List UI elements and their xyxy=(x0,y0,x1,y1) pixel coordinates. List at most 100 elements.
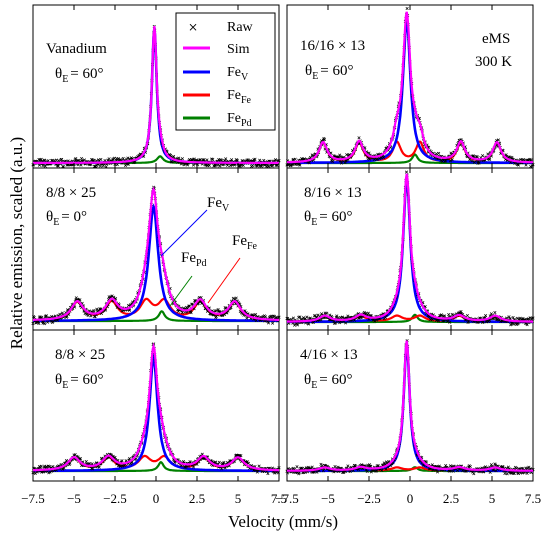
raw-point xyxy=(375,468,379,472)
raw-point xyxy=(312,470,317,474)
raw-point xyxy=(101,164,105,168)
raw-point xyxy=(277,159,281,163)
raw-point xyxy=(43,164,47,168)
raw-point xyxy=(50,314,54,319)
raw-point xyxy=(273,158,278,162)
raw-point xyxy=(293,157,297,161)
raw-point xyxy=(255,470,259,474)
raw-point xyxy=(180,311,184,315)
raw-point xyxy=(379,156,383,160)
callout-line-fe-pd xyxy=(169,275,193,307)
raw-point xyxy=(187,304,191,308)
panel-left-0 xyxy=(31,5,281,169)
raw-point xyxy=(239,454,243,458)
raw-point xyxy=(277,466,281,470)
raw-point xyxy=(276,471,280,475)
sim-curve xyxy=(32,342,279,472)
raw-point xyxy=(519,157,523,161)
panel-theta-16-16: θE = 60° xyxy=(305,63,354,82)
raw-point xyxy=(126,303,131,307)
panel-theta-4-16: θE = 60° xyxy=(304,372,353,391)
legend-fe-v-label: FeV xyxy=(227,65,249,83)
raw-point xyxy=(311,320,315,324)
raw-point xyxy=(472,160,476,164)
raw-point xyxy=(128,308,132,312)
raw-point xyxy=(99,157,103,161)
raw-point xyxy=(113,455,117,459)
raw-point xyxy=(382,155,386,159)
x-tick-label: −5 xyxy=(321,491,335,506)
x-tick-label: −2.5 xyxy=(357,491,381,506)
raw-point xyxy=(275,163,279,167)
raw-point xyxy=(234,296,238,300)
raw-point xyxy=(295,323,300,327)
x-tick-label: 0 xyxy=(407,491,414,506)
raw-point xyxy=(51,320,55,324)
raw-point xyxy=(217,460,221,464)
raw-point xyxy=(459,310,463,314)
panel-theta-8-8-60deg: θE = 60° xyxy=(55,372,104,391)
raw-point xyxy=(321,469,325,473)
raw-point xyxy=(472,472,476,476)
raw-point xyxy=(444,464,448,468)
raw-point xyxy=(253,157,257,161)
raw-point xyxy=(57,159,61,163)
raw-point xyxy=(90,462,94,466)
raw-point xyxy=(447,313,451,317)
raw-point xyxy=(205,158,209,162)
raw-point xyxy=(190,302,194,306)
raw-point xyxy=(92,158,96,162)
raw-point xyxy=(224,157,228,161)
raw-point xyxy=(47,464,51,468)
raw-point xyxy=(48,470,52,474)
raw-point xyxy=(346,464,350,468)
fe-v-curve xyxy=(33,203,279,323)
sim-curve xyxy=(287,11,534,164)
raw-point xyxy=(430,318,434,322)
raw-point xyxy=(333,465,337,469)
legend-raw-marker: ⨯ xyxy=(188,20,198,34)
raw-point xyxy=(512,322,516,326)
raw-point xyxy=(266,472,270,476)
raw-point xyxy=(301,316,305,320)
raw-point xyxy=(367,151,371,155)
raw-point xyxy=(297,471,301,475)
raw-point xyxy=(481,154,485,158)
raw-point xyxy=(477,161,481,165)
legend-sim-label: Sim xyxy=(227,42,250,57)
panel-right-2 xyxy=(285,330,535,481)
raw-point xyxy=(341,315,345,319)
raw-point xyxy=(506,465,510,469)
legend: ⨯ Raw Sim FeV FeFe FePd xyxy=(175,12,276,131)
raw-point xyxy=(475,155,479,159)
raw-point xyxy=(273,471,277,475)
raw-point xyxy=(222,159,227,163)
raw-point xyxy=(352,318,356,322)
raw-point xyxy=(231,296,235,300)
x-axis-label: Velocity (mm/s) xyxy=(228,512,338,531)
raw-point xyxy=(366,311,370,315)
raw-point xyxy=(322,138,327,142)
raw-point xyxy=(220,467,224,471)
raw-point xyxy=(186,163,190,167)
raw-point xyxy=(493,311,497,315)
raw-point xyxy=(107,157,111,161)
raw-point xyxy=(62,466,66,470)
raw-point xyxy=(60,157,64,161)
raw-point xyxy=(44,314,49,318)
raw-point xyxy=(169,160,173,164)
raw-point xyxy=(431,468,435,472)
raw-point xyxy=(470,159,474,163)
raw-point xyxy=(319,318,323,322)
raw-point xyxy=(518,316,522,320)
raw-point xyxy=(263,315,268,319)
raw-point xyxy=(271,321,275,325)
x-tick-label: −2.5 xyxy=(103,491,127,506)
raw-point xyxy=(443,314,447,318)
raw-point xyxy=(380,468,384,472)
raw-point xyxy=(32,315,36,320)
raw-point xyxy=(496,138,500,142)
raw-point xyxy=(448,320,452,324)
raw-point xyxy=(37,321,41,326)
